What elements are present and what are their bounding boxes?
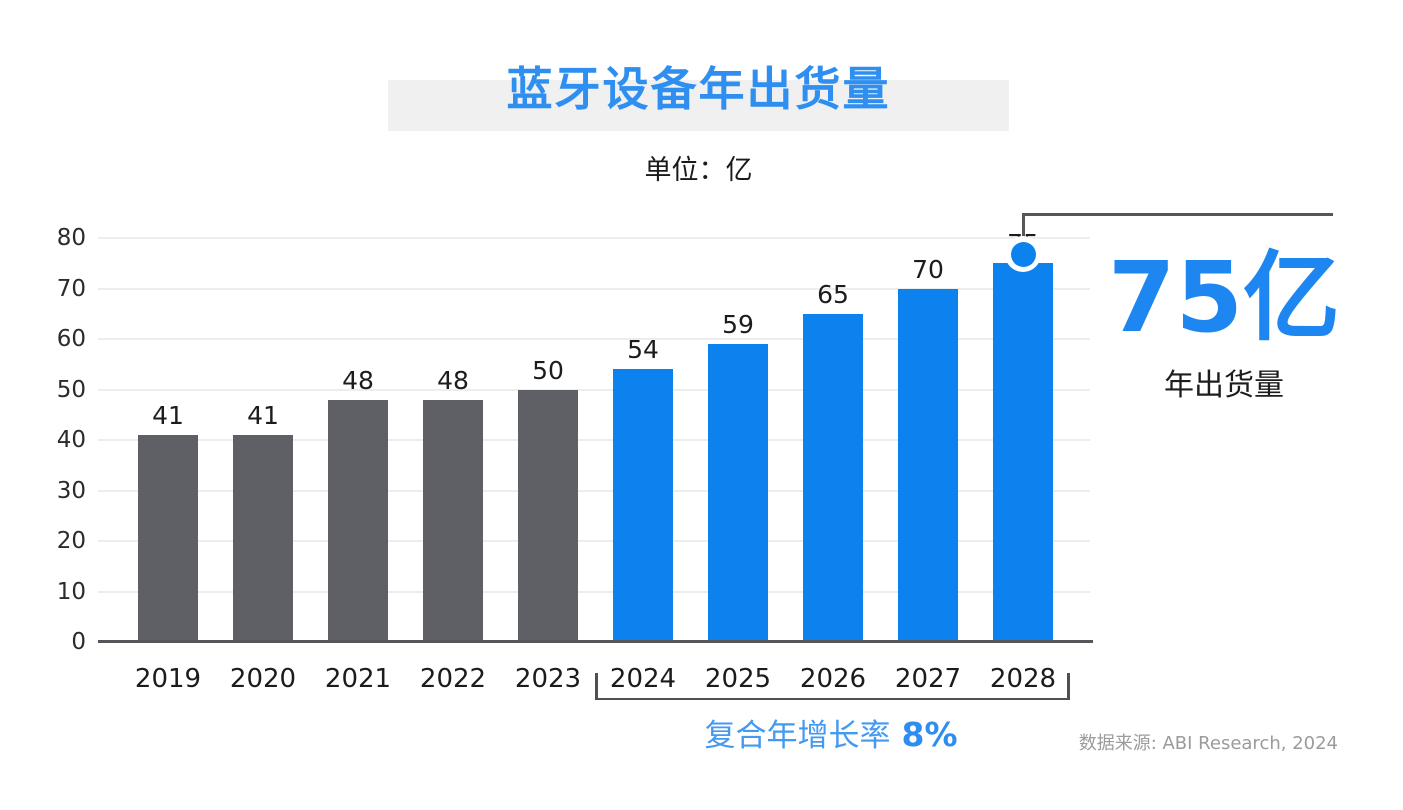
x-axis-label: 2020: [229, 664, 297, 694]
cagr-bracket-right-tick: [1067, 673, 1070, 700]
cagr-bracket-line: [595, 697, 1070, 700]
y-axis-label: 30: [56, 477, 86, 504]
gridline: [98, 388, 1090, 391]
bar-value-label: 59: [722, 310, 754, 340]
bar-2026: [803, 313, 863, 641]
y-axis-label: 20: [56, 528, 86, 554]
x-axis-label: 2022: [419, 664, 487, 694]
x-axis-label: 2025: [704, 664, 772, 694]
bar-2022: [423, 399, 483, 641]
bar-value-label: 54: [627, 335, 659, 365]
bar-2027: [898, 288, 958, 641]
unit-label: 单位：亿: [644, 155, 753, 186]
callout-connector-horizontal: [1021, 213, 1333, 216]
highlight-value: 75亿: [1108, 241, 1340, 354]
bar-2025: [708, 344, 768, 641]
bar-value-label: 41: [152, 400, 184, 430]
bar-value-label: 48: [437, 365, 469, 395]
bar-value-label: 70: [912, 254, 944, 284]
y-axis-label: 50: [56, 376, 86, 403]
gridline: [98, 590, 1090, 593]
x-axis-label: 2027: [894, 664, 962, 694]
cagr-value: 8%: [901, 715, 958, 754]
gridline: [98, 287, 1090, 290]
bar-value-label: 50: [532, 355, 564, 385]
gridline: [98, 489, 1090, 492]
gridline: [98, 439, 1090, 441]
gridline: [98, 338, 1090, 340]
x-axis-line: [98, 640, 1093, 643]
callout-connector-vertical: [1021, 213, 1025, 243]
y-axis-label: 40: [56, 427, 86, 453]
x-axis-label: 2023: [514, 664, 582, 694]
x-axis-label: 2024: [609, 664, 677, 694]
bar-value-label: 48: [342, 365, 374, 395]
bar-2024: [613, 369, 673, 641]
bar-2019: [138, 434, 198, 641]
gridline: [98, 237, 1090, 239]
callout-dot: [1010, 241, 1036, 267]
x-axis-label: 2019: [134, 664, 202, 694]
y-axis-label: 0: [71, 629, 86, 655]
title-highlight-bar: [388, 80, 1009, 131]
bar-2021: [328, 399, 388, 641]
bar-2028: [993, 263, 1053, 641]
bar-2020: [233, 434, 293, 641]
bar-value-label: 41: [247, 400, 279, 430]
cagr-bracket-left-tick: [595, 673, 598, 700]
cagr-label: 复合年增长率: [704, 718, 891, 754]
x-axis-label: 2028: [989, 664, 1057, 694]
y-axis-label: 80: [56, 225, 86, 251]
x-axis-label: 2026: [799, 664, 867, 694]
bar-2023: [518, 389, 578, 641]
bar-value-label: 65: [817, 279, 849, 309]
data-source: 数据来源: ABI Research, 2024: [1078, 733, 1338, 754]
x-axis-label: 2021: [324, 664, 392, 694]
y-axis-label: 70: [56, 275, 86, 302]
page-title: 蓝牙设备年出货量: [506, 62, 891, 116]
gridline: [98, 540, 1090, 542]
highlight-caption: 年出货量: [1164, 368, 1284, 403]
y-axis-label: 60: [56, 326, 86, 352]
y-axis-label: 10: [56, 578, 86, 605]
cagr-annotation: 复合年增长率 8%: [594, 710, 1068, 755]
